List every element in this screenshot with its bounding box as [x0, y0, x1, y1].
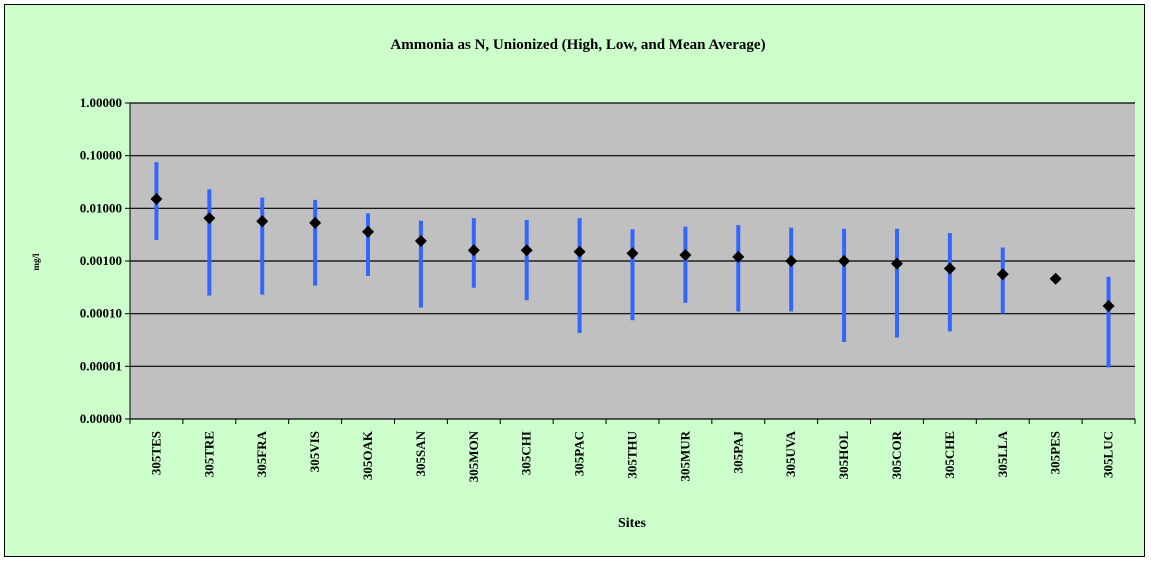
y-tick-label: 0.01000	[80, 200, 122, 215]
x-tick-label: 305TRE	[201, 431, 216, 477]
chart-frame: Ammonia as N, Unionized (High, Low, and …	[4, 4, 1145, 557]
range-bars	[154, 162, 1111, 368]
mean-marker	[1049, 272, 1062, 285]
mean-marker	[732, 250, 745, 263]
y-tick-label: 0.00100	[80, 253, 122, 268]
mean-marker	[362, 225, 375, 238]
x-tick-label: 305CHI	[519, 431, 534, 475]
mean-marker	[467, 244, 480, 257]
y-axis-label: mg/l	[31, 253, 41, 270]
mean-marker	[573, 245, 586, 258]
x-axis-label: Sites	[618, 516, 647, 531]
mean-marker	[1102, 299, 1115, 312]
chart-title: Ammonia as N, Unionized (High, Low, and …	[390, 37, 765, 53]
chart-svg: Ammonia as N, Unionized (High, Low, and …	[31, 37, 1136, 531]
mean-marker	[150, 193, 163, 206]
x-tick-label: 305UVA	[783, 430, 798, 477]
mean-marker	[520, 244, 533, 257]
x-tick-label: 305PAC	[572, 431, 587, 476]
y-tick-label: 0.00001	[80, 358, 122, 373]
x-axis-ticks: 305TES 305TRE 305FRA 305VIS 305OAK 305SAN 305M…	[129, 419, 1136, 482]
y-tick-label: 0.00010	[80, 306, 122, 321]
x-tick-label: 305HOL	[836, 431, 851, 480]
y-tick-label: 1.00000	[80, 95, 122, 110]
mean-markers	[150, 193, 1115, 312]
x-tick-label: 305LLA	[995, 430, 1010, 477]
x-tick-label: 305PAJ	[730, 431, 745, 474]
y-tick-label: 0.10000	[80, 148, 122, 163]
x-tick-label: 305MUR	[677, 430, 692, 481]
x-tick-label: 305PES	[1048, 431, 1063, 474]
mean-marker	[309, 216, 322, 229]
mean-marker	[996, 268, 1009, 281]
mean-marker	[943, 262, 956, 275]
x-tick-label: 305FRA	[254, 430, 269, 477]
mean-marker	[679, 248, 692, 261]
mean-marker	[256, 215, 269, 228]
x-tick-label: 305LUC	[1101, 431, 1116, 478]
x-tick-label: 305COR	[889, 430, 904, 479]
mean-marker	[838, 255, 851, 267]
x-tick-label: 305VIS	[307, 431, 322, 472]
y-tick-label: 0.00000	[80, 411, 122, 426]
x-tick-label: 305MON	[466, 430, 481, 482]
mean-marker	[890, 257, 903, 270]
x-tick-label: 305THU	[625, 430, 640, 478]
x-tick-label: 305SAN	[413, 430, 428, 476]
x-tick-label: 305CHE	[942, 431, 957, 479]
x-tick-label: 305OAK	[360, 430, 375, 480]
mean-marker	[203, 212, 216, 225]
y-axis-ticks: 1.00000 0.10000 0.01000 0.00100 0.00010 0.000…	[80, 95, 130, 426]
mean-marker	[785, 255, 798, 267]
mean-marker	[626, 247, 639, 260]
x-tick-label: 305TES	[148, 431, 163, 475]
mean-marker	[414, 234, 427, 247]
